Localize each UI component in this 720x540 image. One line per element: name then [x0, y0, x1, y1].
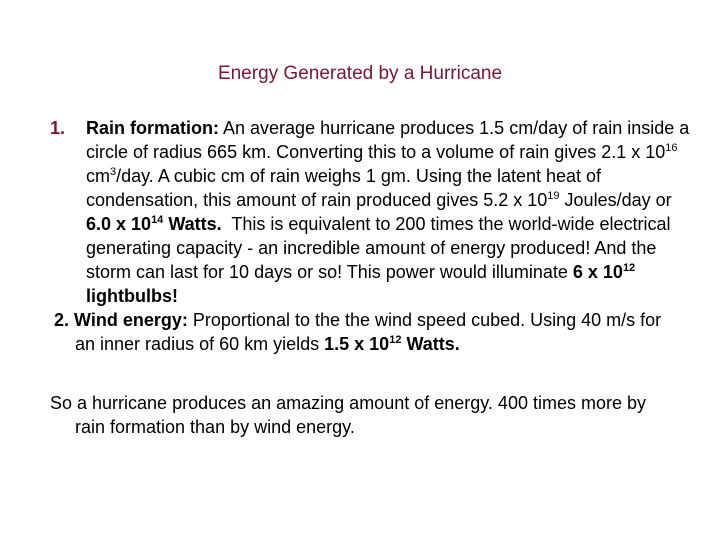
title: Energy Generated by a Hurricane [217, 63, 503, 84]
text: Joules/day or [559, 190, 672, 210]
superscript: 14 [151, 214, 164, 226]
bold-text: Watts. [401, 334, 460, 354]
text: Proportional to the the wind speed cubed… [75, 310, 662, 354]
item-label: Rain formation: [86, 118, 219, 138]
text: /day. A cubic cm of rain weighs 1 gm. Us… [86, 166, 602, 210]
conclusion: So a hurricane produces an amazing amoun… [50, 393, 646, 437]
list-item: 1. Rain formation: An average hurricane p… [50, 116, 692, 308]
superscript: 12 [389, 334, 402, 346]
item-number: 1. [50, 118, 66, 138]
bold-text: 6 x 10 [572, 262, 623, 282]
item-number: 2. [54, 310, 70, 330]
text: This is equivalent to 200 times the worl… [86, 214, 676, 282]
superscript: 19 [547, 190, 560, 202]
bold-text: 6.0 x 10 [86, 214, 152, 234]
text: An average hurricane produces 1.5 cm/day… [86, 118, 690, 162]
superscript: 3 [110, 166, 117, 178]
bold-text: Watts. [163, 214, 222, 234]
item-label: Wind energy: [74, 310, 188, 330]
superscript: 12 [622, 262, 636, 274]
bold-text: lightbulbs! [86, 286, 178, 306]
bold-text: 1.5 x 10 [324, 334, 390, 354]
superscript: 16 [665, 142, 678, 154]
text: cm [86, 166, 110, 186]
list-item: 2. Wind energy: Proportional to the the … [54, 308, 684, 356]
